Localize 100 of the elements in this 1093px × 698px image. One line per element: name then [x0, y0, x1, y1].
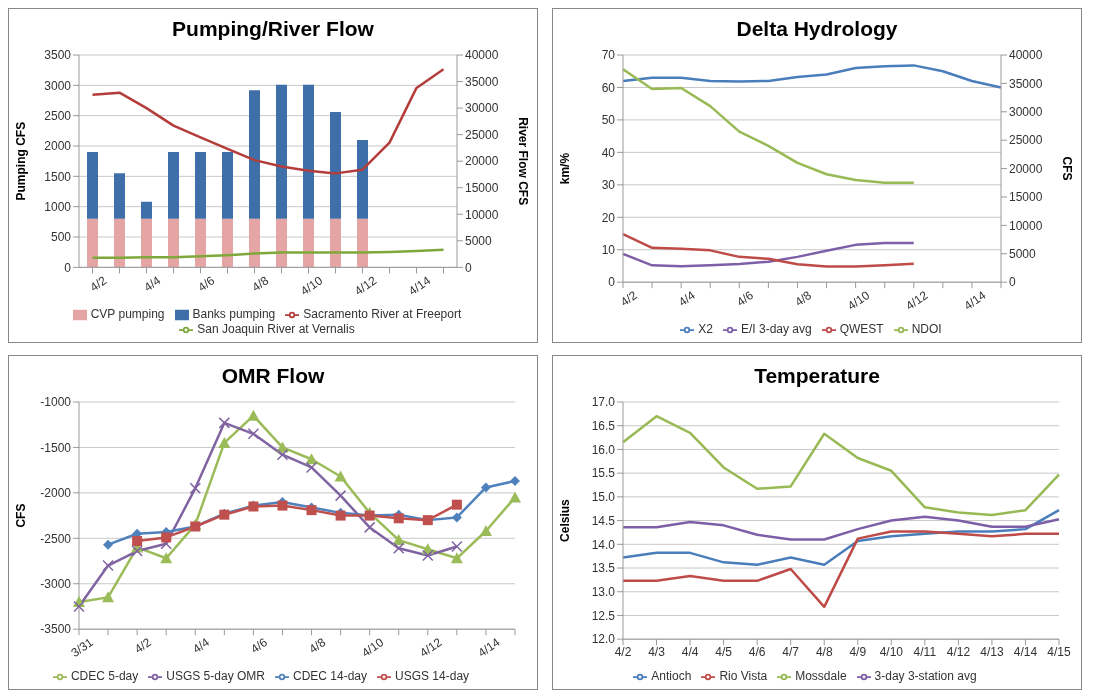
x-tick-label: 4/4: [681, 644, 699, 659]
legend-label: Antioch: [651, 669, 692, 684]
y-tick-label: 13.5: [591, 561, 616, 576]
line-series: [91, 68, 445, 175]
point: [160, 538, 172, 550]
x-tick-label: 4/12: [417, 634, 445, 661]
x-tick-label: 4/5: [715, 644, 733, 659]
y-tick-label: 15.5: [591, 466, 616, 481]
legend-label: CDEC 14-day: [292, 669, 368, 684]
x-tick-label: 4/14: [405, 273, 434, 299]
x-tick-label: 4/9: [849, 644, 867, 659]
chart-title: Temperature: [753, 363, 881, 389]
point: [334, 489, 347, 502]
y-tick-label: 30: [601, 178, 616, 193]
y-tick-label: 2000: [44, 139, 72, 154]
y2-tick-label: 10000: [465, 207, 499, 222]
legend-label: CDEC 5-day: [70, 669, 139, 684]
y-tick-label: 70: [601, 48, 616, 63]
point: [103, 539, 114, 550]
y-tick-label: 50: [601, 113, 616, 128]
x-tick-label: 4/2: [614, 644, 632, 659]
y-tick-label: 17.0: [591, 395, 616, 410]
y-tick-label: 13.0: [591, 585, 616, 599]
point: [334, 470, 347, 482]
x-tick-label: 4/4: [676, 287, 699, 310]
y2-tick-label: 15000: [1009, 190, 1043, 205]
x-tick-label: 4/10: [297, 273, 326, 299]
point: [132, 536, 143, 547]
y-tick-label: 16.0: [591, 442, 616, 457]
y2-tick-label: 20000: [1009, 161, 1043, 176]
y2-tick-label: 40000: [1009, 48, 1043, 63]
point: [189, 482, 202, 495]
bar: [330, 218, 341, 268]
bar: [195, 152, 206, 219]
bar: [195, 218, 206, 268]
point: [277, 500, 288, 511]
point: [450, 552, 463, 564]
x-tick-label: 4/14: [475, 634, 503, 661]
y-tick-label: 12.5: [591, 608, 616, 623]
x-tick-label: 4/10: [879, 644, 904, 659]
line-series: [621, 232, 916, 268]
y2-tick-label: 0: [465, 260, 472, 275]
bar: [141, 218, 152, 268]
y-tick-label: 1000: [44, 199, 72, 214]
point: [393, 513, 404, 524]
point: [509, 491, 521, 503]
point: [479, 525, 492, 537]
y2-tick-label: 30000: [1009, 105, 1043, 120]
bar: [303, 218, 314, 268]
legend-label: X2: [698, 322, 713, 337]
y2-tick-label: 15000: [465, 180, 499, 195]
point: [451, 540, 463, 553]
bar: [276, 84, 287, 219]
y-axis-title: km/%: [558, 152, 573, 185]
y-tick-label: -1500: [40, 440, 72, 455]
y-tick-label: 2500: [44, 108, 72, 123]
line-series: [621, 530, 1061, 609]
y2-tick-label: 10000: [1009, 218, 1043, 233]
x-tick-label: 4/4: [190, 634, 213, 657]
point: [422, 549, 434, 562]
bar: [114, 173, 125, 219]
x-tick-label: 4/15: [1047, 644, 1071, 659]
y-tick-label: 12.0: [591, 632, 616, 647]
point: [451, 512, 462, 523]
line-series: [621, 241, 916, 268]
bar: [222, 152, 233, 219]
y2-axis-title: River Flow CFS: [515, 117, 530, 206]
legend-label: Mossdale: [795, 669, 847, 684]
x-tick-label: 4/4: [141, 273, 164, 295]
legend-label: CVP pumping: [90, 307, 165, 322]
y-tick-label: -2500: [40, 531, 72, 546]
legend-label: Banks pumping: [192, 307, 276, 322]
bar: [168, 218, 179, 268]
bar: [168, 152, 179, 219]
point: [247, 409, 260, 421]
point: [510, 476, 520, 487]
x-tick-label: 4/8: [306, 634, 329, 657]
bar: [357, 139, 368, 219]
point: [131, 545, 143, 557]
y-tick-label: 14.0: [591, 537, 616, 552]
x-tick-label: 4/2: [132, 634, 154, 657]
bar: [114, 218, 125, 268]
x-tick-label: 4/8: [815, 644, 833, 659]
x-tick-label: 4/11: [913, 644, 937, 659]
point: [392, 542, 405, 555]
y-tick-label: -3000: [40, 577, 72, 591]
legend-label: Sacramento River at Freeport: [303, 307, 462, 322]
line-series: [621, 515, 1061, 541]
x-tick-label: 4/10: [845, 287, 873, 314]
y-axis-title: Celsius: [558, 498, 573, 542]
y-tick-label: 500: [50, 230, 72, 245]
point: [102, 591, 115, 603]
point: [480, 482, 491, 493]
point: [73, 600, 85, 613]
bar: [303, 84, 314, 219]
bar: [276, 218, 287, 268]
bar: [222, 218, 233, 268]
x-tick-label: 4/2: [87, 273, 110, 295]
legend-label: USGS 5-day OMR: [166, 669, 265, 684]
x-tick-label: 4/7: [782, 644, 800, 659]
